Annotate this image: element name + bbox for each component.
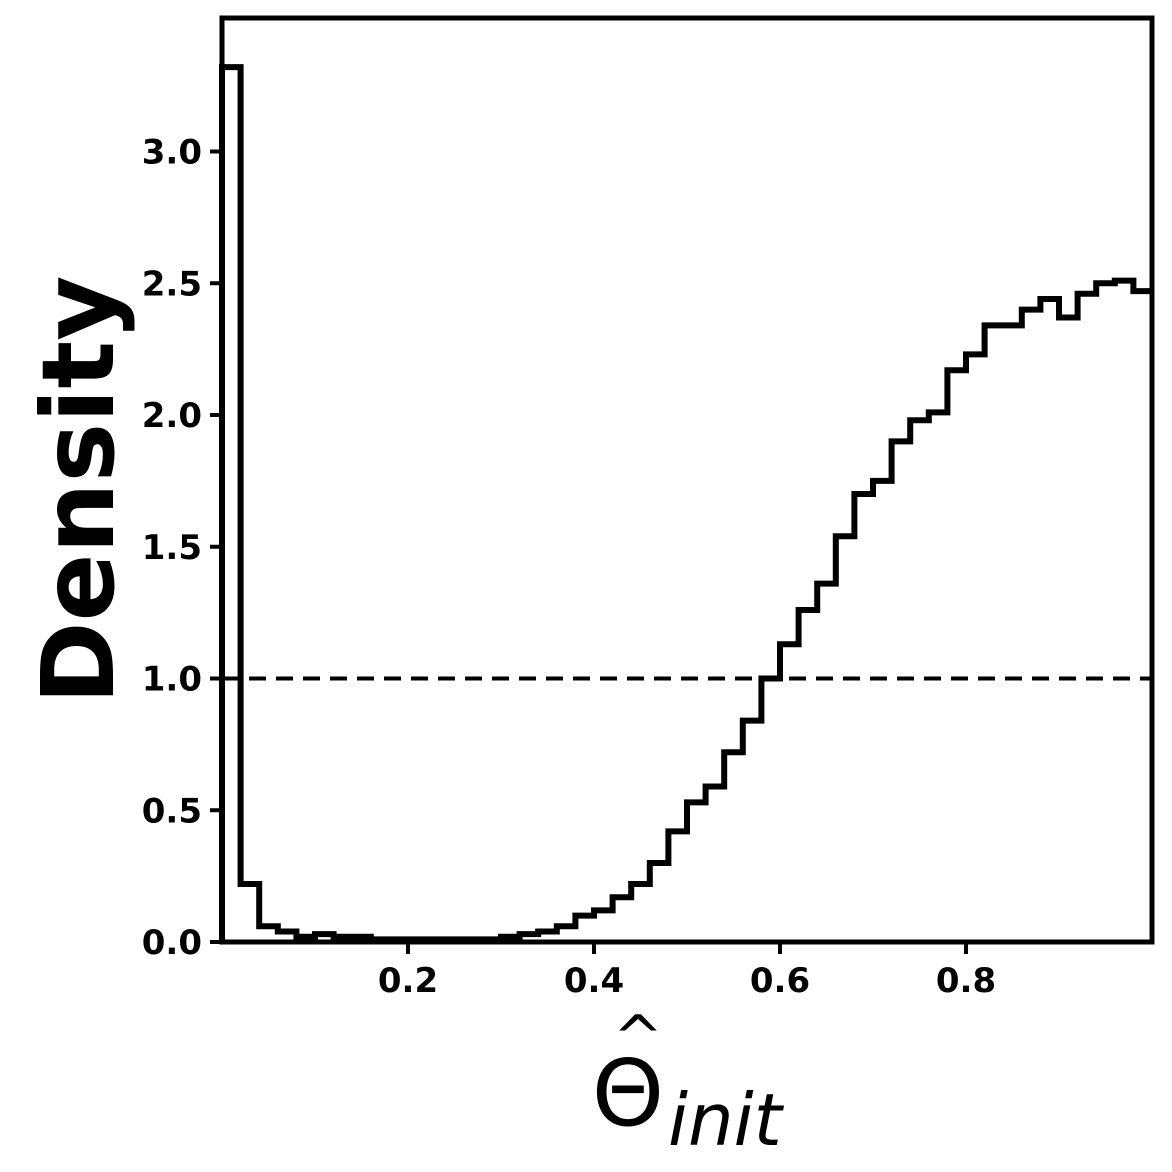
histogram-bin <box>892 441 911 942</box>
x-tick-label: 0.2 <box>378 961 438 1001</box>
histogram-bin <box>836 536 855 942</box>
histogram-bin <box>873 481 892 942</box>
histogram-bin <box>1115 281 1134 942</box>
x-tick-label: 0.6 <box>750 961 810 1001</box>
y-tick-label: 0.0 <box>142 923 202 963</box>
y-axis-label: Density <box>20 276 137 705</box>
y-tick-label: 2.5 <box>142 264 202 304</box>
histogram-bin <box>1022 310 1041 942</box>
x-axis-label-accent: ^ <box>613 1003 663 1073</box>
y-tick-label: 2.0 <box>142 396 202 436</box>
histogram-step-line <box>219 64 1152 943</box>
histogram-bin <box>910 420 929 942</box>
histogram-bin <box>966 354 985 942</box>
histogram-bin <box>706 787 725 942</box>
x-axis-label-symbol: Θ <box>592 1040 664 1147</box>
x-axis-label-subscript: init <box>668 1078 785 1162</box>
y-tick-label: 1.0 <box>142 660 202 700</box>
histogram-bin <box>854 494 873 942</box>
histogram-bin <box>1133 291 1152 942</box>
y-axis: 0.0 0.5 1.0 1.5 2.0 2.5 3.0 <box>142 133 222 963</box>
x-tick-label: 0.8 <box>936 961 996 1001</box>
y-tick-label: 3.0 <box>142 133 202 173</box>
histogram-bin <box>799 610 818 942</box>
histogram-bin <box>947 370 966 942</box>
histogram-bin <box>1040 299 1059 942</box>
histogram-bin <box>1096 283 1115 942</box>
x-tick-label: 0.4 <box>564 961 624 1001</box>
histogram-bin <box>780 644 799 942</box>
y-tick-label: 0.5 <box>142 791 202 831</box>
histogram-bin <box>817 584 836 942</box>
histogram-bin <box>1059 318 1078 942</box>
x-axis-label: ^ Θ init <box>592 1003 785 1162</box>
y-tick-label: 1.5 <box>142 528 202 568</box>
histogram-bin <box>1078 294 1097 942</box>
histogram-bin <box>1003 325 1022 942</box>
x-axis: 0.2 0.4 0.6 0.8 <box>378 942 996 1001</box>
histogram-bin <box>985 325 1004 942</box>
plot-area-frame <box>219 15 1155 945</box>
